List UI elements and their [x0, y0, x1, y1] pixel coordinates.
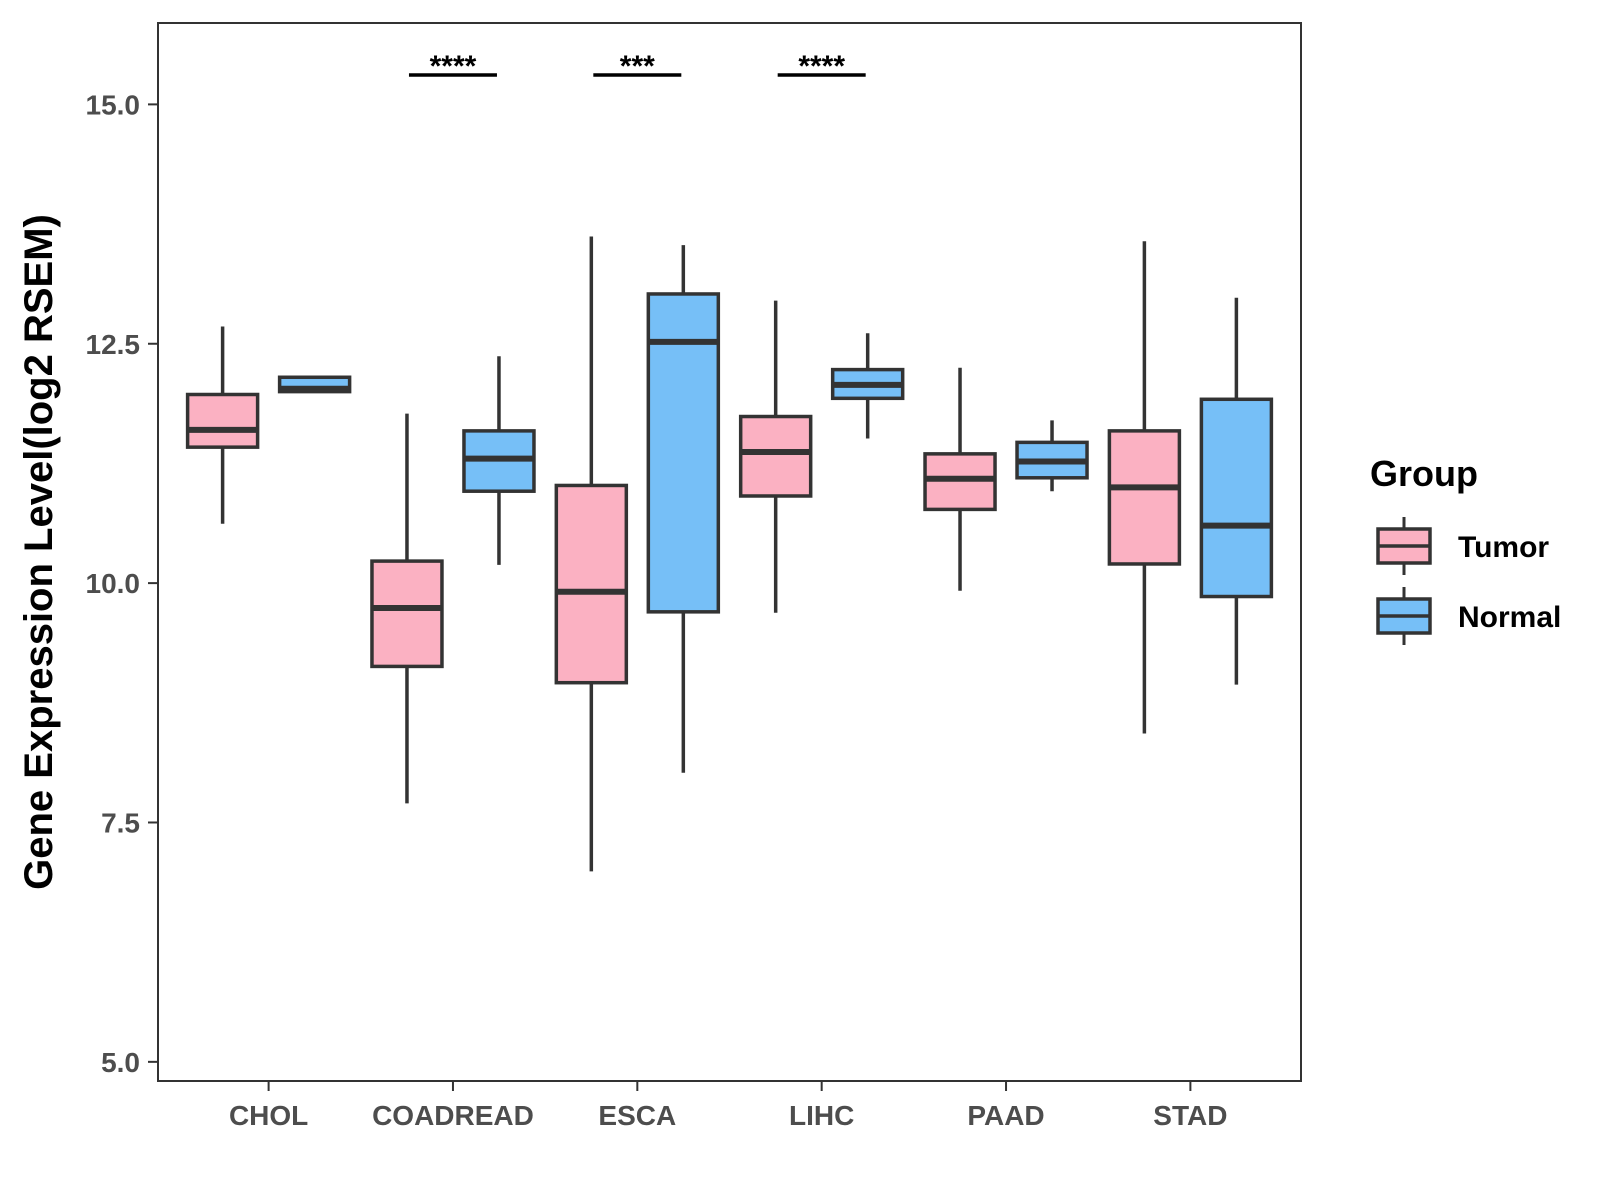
x-tick-label: CHOL	[229, 1100, 308, 1131]
plot-marks: **** *** ****	[185, 50, 1274, 872]
iqr-box-stad-normal	[1199, 397, 1274, 599]
box-esca-normal	[646, 245, 721, 773]
box-coadread-normal	[462, 356, 536, 565]
legend: Group Tumor Normal	[1370, 453, 1561, 645]
y-tick-label: 7.5	[101, 807, 140, 838]
iqr-box-stad-tumor	[1107, 429, 1182, 566]
legend-key-tumor	[1376, 517, 1432, 575]
significance-label: ****	[430, 50, 477, 83]
significance-esca: ***	[593, 50, 682, 83]
x-tick-label: PAAD	[967, 1100, 1044, 1131]
box-lihc-normal	[830, 333, 905, 439]
y-tick-label: 12.5	[86, 329, 141, 360]
legend-title: Group	[1370, 453, 1478, 494]
significance-lihc: ****	[777, 50, 866, 83]
box-stad-normal	[1199, 297, 1274, 685]
box-chol-tumor	[185, 326, 260, 524]
x-tick-label: COADREAD	[372, 1100, 534, 1131]
y-axis: 5.0 7.5 10.0 12.5 15.0	[86, 89, 158, 1078]
box-lihc-tumor	[738, 300, 813, 613]
x-tick-label: STAD	[1153, 1100, 1227, 1131]
legend-key-normal	[1376, 587, 1432, 645]
y-tick-label: 15.0	[86, 89, 141, 120]
box-coadread-tumor	[370, 413, 444, 804]
y-axis-title: Gene Expression Level(log2 RSEM)	[17, 214, 61, 890]
box-esca-tumor	[554, 236, 629, 872]
iqr-box-esca-tumor	[554, 483, 629, 685]
legend-label-tumor: Tumor	[1458, 531, 1549, 564]
iqr-box-esca-normal	[646, 292, 721, 614]
iqr-box-coadread-tumor	[370, 559, 444, 669]
y-tick-label: 10.0	[86, 568, 141, 599]
x-tick-label: ESCA	[598, 1100, 676, 1131]
box-chol-normal	[277, 375, 352, 394]
x-axis: CHOL COADREAD ESCA LIHC PAAD STAD	[229, 1081, 1227, 1131]
iqr-box-lihc-tumor	[738, 414, 813, 498]
iqr-box-chol-tumor	[185, 392, 260, 449]
box-paad-normal	[1015, 420, 1089, 492]
x-tick-label: LIHC	[789, 1100, 854, 1131]
box-stad-tumor	[1107, 241, 1182, 734]
significance-label: ****	[798, 50, 845, 83]
legend-label-normal: Normal	[1458, 601, 1561, 634]
significance-label: ***	[620, 50, 655, 83]
significance-coadread: ****	[408, 50, 497, 83]
box-paad-tumor	[923, 367, 997, 591]
y-tick-label: 5.0	[101, 1047, 140, 1078]
plot-panel-border	[157, 22, 1302, 1082]
